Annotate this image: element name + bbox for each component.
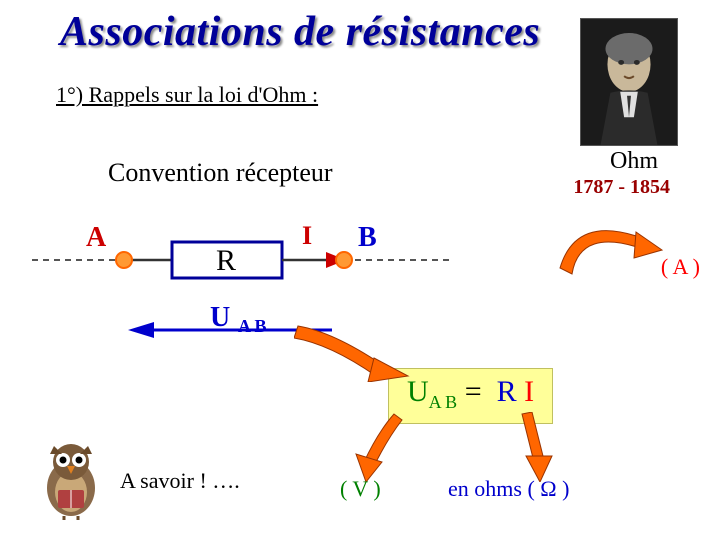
circuit-a-label: A xyxy=(86,222,107,253)
know-label: A savoir ! …. xyxy=(120,468,240,494)
ohm-dates-label: 1787 - 1854 xyxy=(573,176,670,199)
convention-label: Convention récepteur xyxy=(108,158,333,188)
circuit-b-label: B xyxy=(358,222,377,253)
circuit-u-label: U xyxy=(210,302,230,333)
arrow-u-to-volt xyxy=(348,412,408,482)
arrow-uab-to-formula xyxy=(294,322,414,382)
formula-i: I xyxy=(524,375,534,408)
ohm-unit-label: en ohms ( Ω ) xyxy=(448,476,569,502)
section-heading: 1°) Rappels sur la loi d'Ohm : xyxy=(56,82,318,108)
owl-icon xyxy=(36,440,106,520)
page-title: Associations de résistances xyxy=(60,8,540,56)
ohm-name-label: Ohm xyxy=(610,148,658,175)
circuit-u-sub: A B xyxy=(238,316,267,336)
arrow-r-to-ohm xyxy=(510,412,560,482)
circuit-r-label: R xyxy=(216,244,236,277)
ohm-unit-suffix: ) xyxy=(557,476,570,501)
arrow-current-to-unit xyxy=(558,210,668,280)
circuit-i-label: I xyxy=(302,221,312,250)
formula-u-sub: A B xyxy=(429,392,458,412)
omega-symbol: Ω xyxy=(540,476,556,501)
volt-unit-label: ( V ) xyxy=(340,476,381,502)
ohm-unit-prefix: en ohms ( xyxy=(448,476,540,501)
formula-r: R xyxy=(497,375,517,408)
formula-eq: = xyxy=(465,375,482,408)
ohm-portrait xyxy=(580,18,678,146)
ampere-unit-label: ( A ) xyxy=(661,254,700,280)
